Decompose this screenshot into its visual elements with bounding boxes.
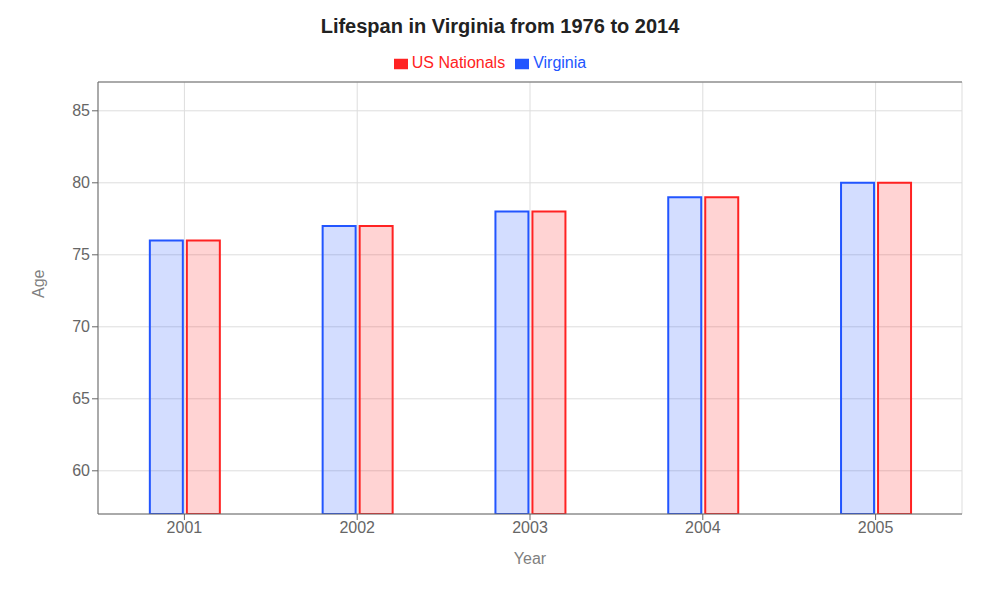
- html-text:US Nationals: US Nationals: [411, 54, 506, 71]
- svg-text:65: 65: [72, 390, 90, 407]
- svg-text:Year: Year: [514, 550, 547, 567]
- svg-text:2003: 2003: [512, 519, 548, 536]
- svg-text:85: 85: [72, 102, 90, 119]
- svg-text:2005: 2005: [858, 519, 894, 536]
- svg-text:70: 70: [72, 318, 90, 335]
- svg-text:80: 80: [72, 174, 90, 191]
- svg-text:2002: 2002: [339, 519, 375, 536]
- svg-text:2004: 2004: [685, 519, 721, 536]
- html-text:Lifespan in Virginia from 1976: Lifespan in Virginia from 1976 to 2014: [320, 15, 680, 37]
- svg-text:75: 75: [72, 246, 90, 263]
- html-text:Virginia: Virginia: [533, 54, 587, 71]
- svg-text:60: 60: [72, 462, 90, 479]
- svg-text:2001: 2001: [167, 519, 203, 536]
- svg-text:Age: Age: [30, 269, 47, 298]
